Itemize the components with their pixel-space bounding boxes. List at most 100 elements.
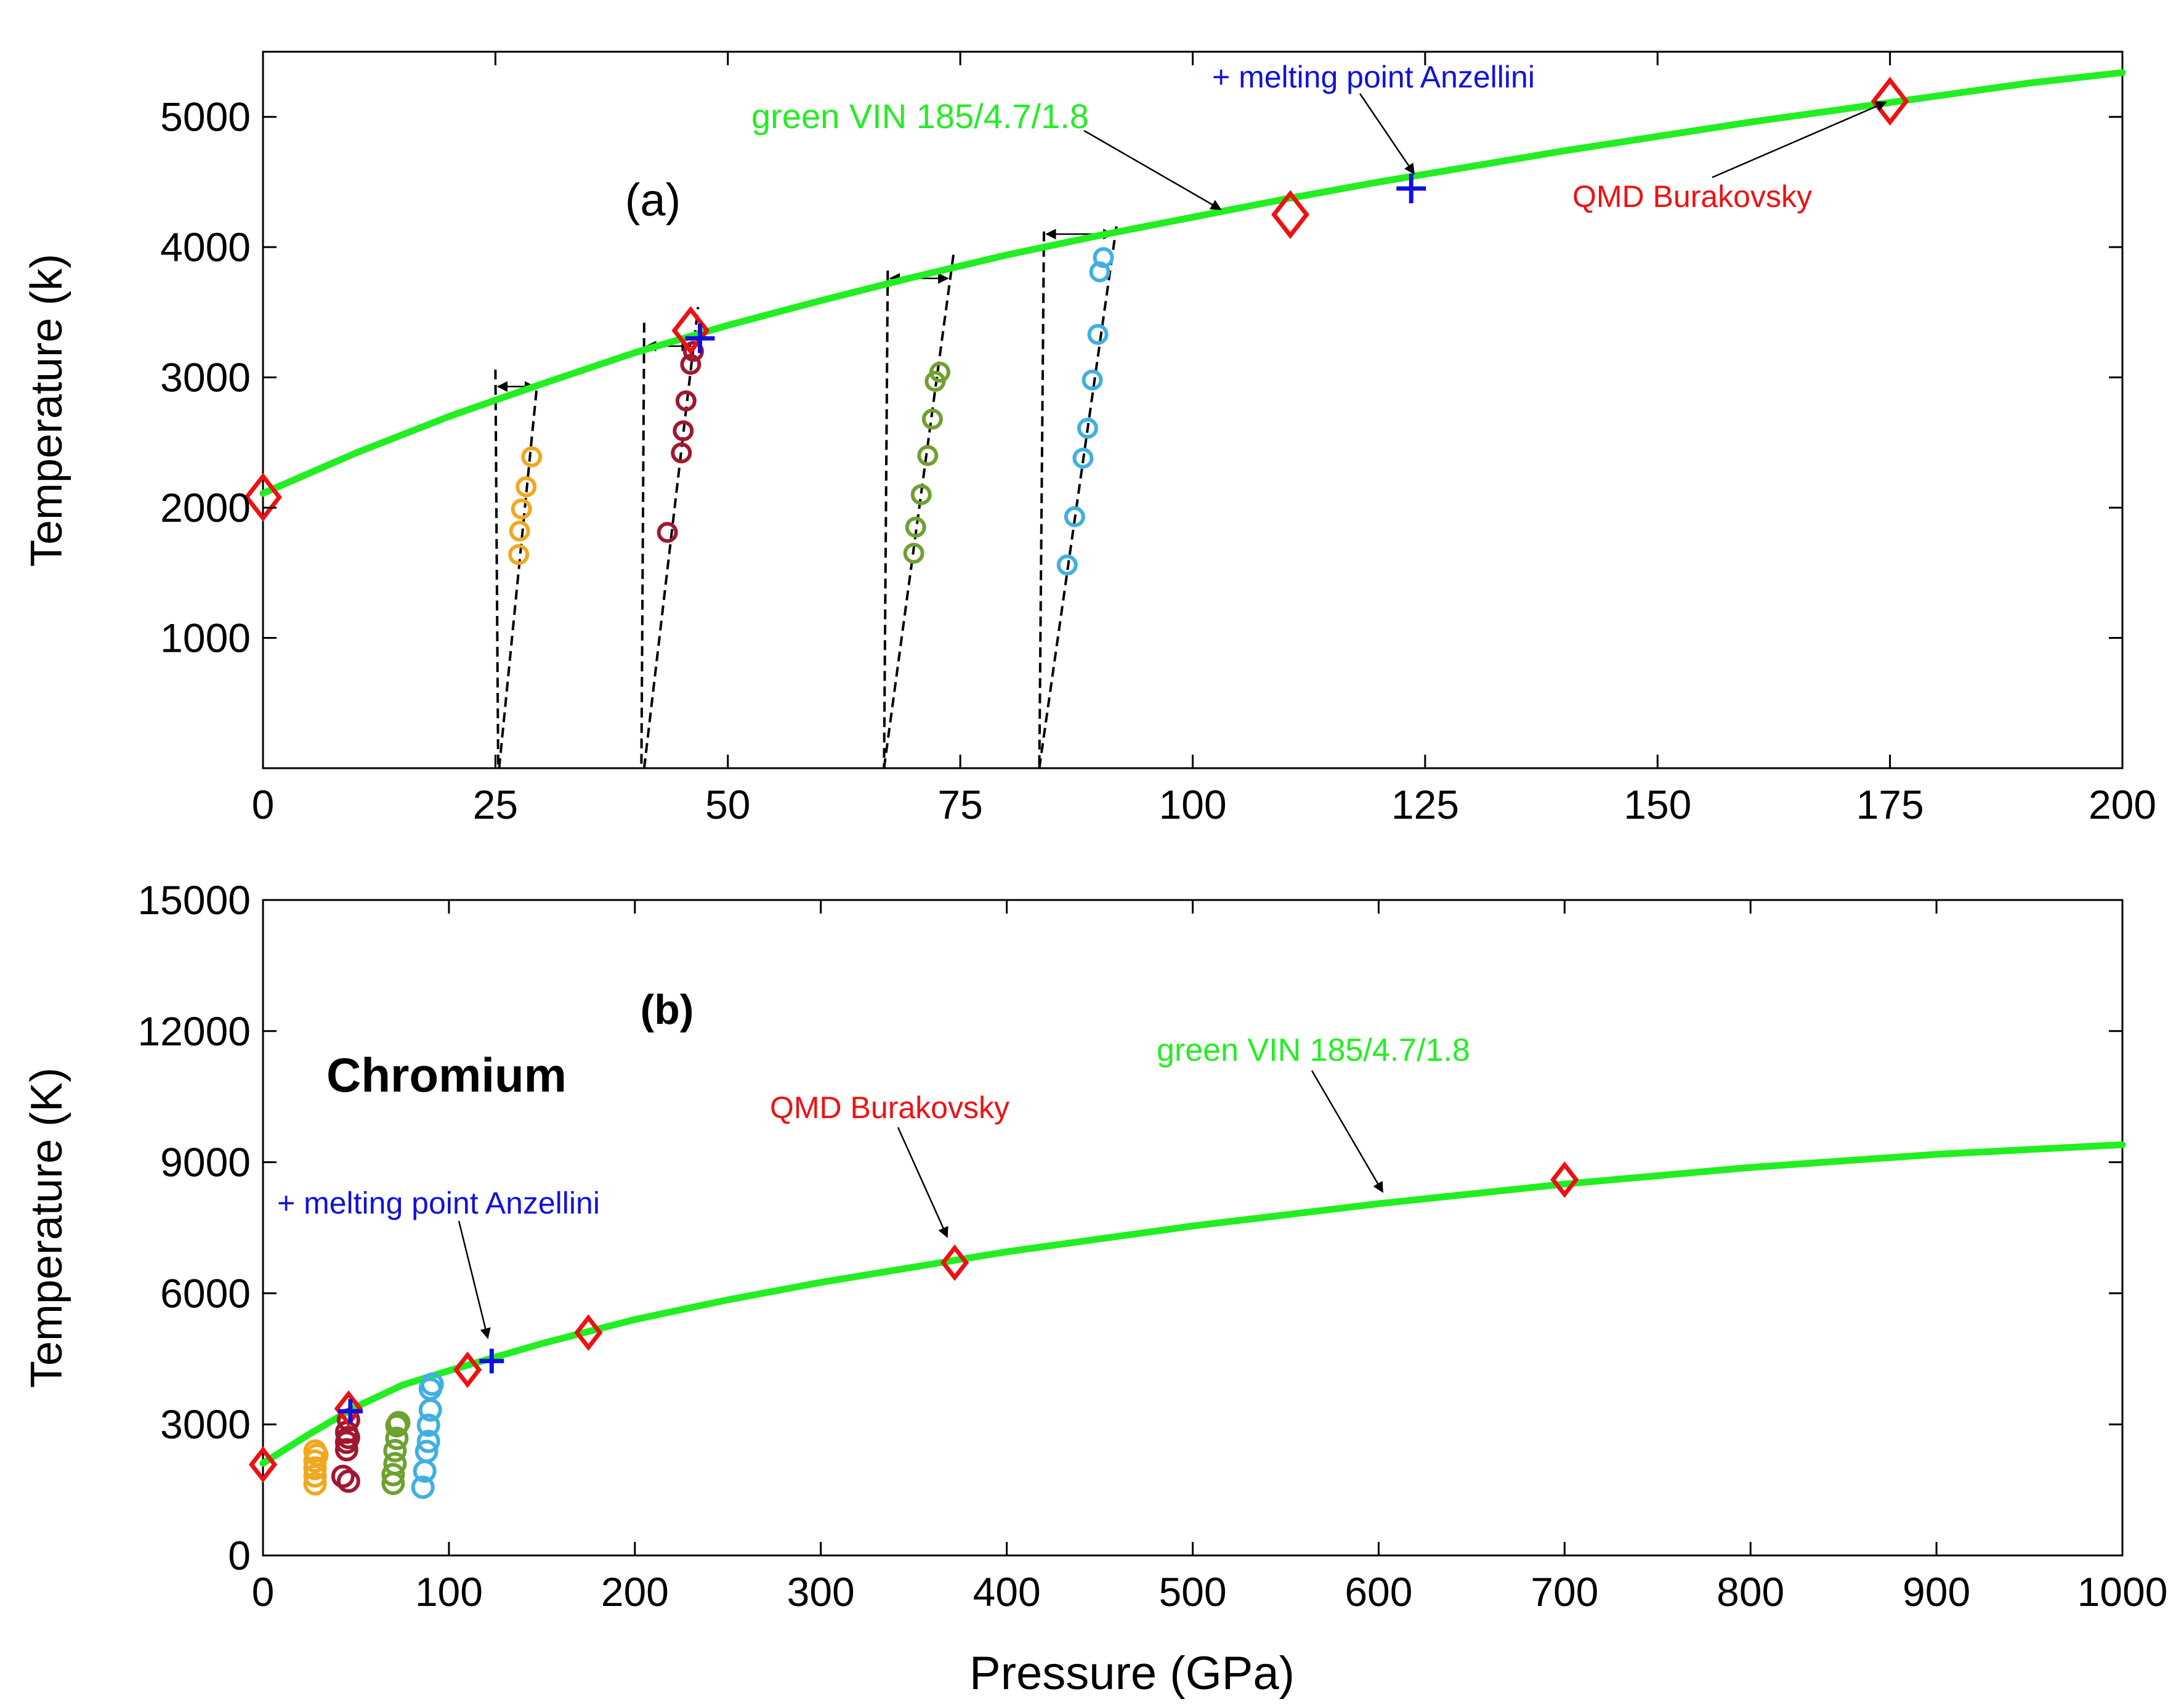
panel-a-series-3-point xyxy=(917,445,939,466)
panel-b-x-tick-label: 900 xyxy=(1903,1569,1970,1615)
panel-b-series-4-point xyxy=(411,1475,435,1499)
panel-b-y-ticks: 0 3000 6000 9000 12000 15000 xyxy=(137,877,2122,1578)
panel-b-y-tick-label: 6000 xyxy=(160,1270,251,1316)
panel-a-x-tick-label: 100 xyxy=(1159,782,1226,827)
panel-b-title: Chromium xyxy=(326,1048,567,1102)
panel-a-series-2-point xyxy=(657,522,678,543)
panel-b-qmd-diamond xyxy=(248,1446,278,1483)
panel-b-x-tick-label: 100 xyxy=(415,1569,483,1615)
panel-a-label: (a) xyxy=(625,174,681,225)
panel-b-x-axis-label: Pressure (GPa) xyxy=(969,1647,1295,1700)
panel-a-series-2-point xyxy=(671,442,692,464)
panel-b-series-2-point xyxy=(336,1425,360,1450)
panel-a-qmd-arrow xyxy=(1712,101,1887,179)
panel-b-anzellini-label: + melting point Anzellini xyxy=(277,1186,600,1220)
panel-b-x-tick-label: 200 xyxy=(601,1569,669,1615)
panel-a-series-4-point xyxy=(1056,554,1078,576)
panel-b-series-3-point xyxy=(383,1438,407,1462)
panel-a-series-4-point xyxy=(1093,247,1114,269)
panel-a-y-tick-label: 3000 xyxy=(160,355,251,400)
panel-b-x-tick-label: 1000 xyxy=(2077,1569,2168,1615)
panel-a-melt-curve-line xyxy=(259,69,2126,497)
panel-a-x-tick-label: 175 xyxy=(1856,782,1924,827)
panel-a-y-tick-label: 2000 xyxy=(160,485,251,530)
panel-a-series-4-point xyxy=(1087,323,1109,345)
panel-a-series-2-point xyxy=(675,390,697,412)
panel-a-series-4-point xyxy=(1072,447,1094,469)
panel-b-y-tick-label: 9000 xyxy=(160,1140,251,1185)
panel-a-series-3-point xyxy=(905,516,926,538)
panel-a-melt-curve-layer xyxy=(259,69,2126,497)
panel-a-x-tick-label: 50 xyxy=(705,782,750,827)
panel-b-x-tick-label: 400 xyxy=(973,1569,1041,1615)
panel-b-series-2-point xyxy=(334,1438,358,1462)
panel-b-series-3-point xyxy=(385,1426,409,1450)
panel-a-x-ticks: 0 25 50 75 100 125 150 175 200 xyxy=(252,52,2156,827)
panel-b-series-4-point xyxy=(415,1440,439,1464)
panel-a-series-4-point xyxy=(1077,418,1098,439)
panel-a-series-1-point xyxy=(511,498,532,520)
panel-b-qmd-diamond xyxy=(453,1351,482,1389)
panel-b-y-tick-label: 12000 xyxy=(137,1008,251,1054)
panel-b-x-tick-label: 600 xyxy=(1345,1569,1412,1615)
panel-a-series-1-point xyxy=(521,446,543,468)
panel-b-vin-label: green VIN 185/4.7/1.8 xyxy=(1157,1032,1470,1068)
panel-b-points-layer xyxy=(248,1161,1579,1499)
panel-a-guide-slanted-2 xyxy=(642,307,700,769)
panel-a-x-tick-label: 150 xyxy=(1624,782,1691,827)
panel-a-series-1-point xyxy=(508,544,530,566)
panel-b-qmd-diamond xyxy=(574,1314,603,1351)
panel-a-y-tick-label: 5000 xyxy=(160,94,251,140)
panel-b-qmd-label: QMD Burakovsky xyxy=(770,1090,1009,1125)
panel-a-series-1-point xyxy=(516,476,537,498)
panel-b-y-tick-label: 15000 xyxy=(137,877,251,923)
panel-a-series-3-point xyxy=(929,362,950,383)
panel-b-series-4-point xyxy=(416,1413,440,1437)
panel-a-qmd-diamond xyxy=(244,472,282,522)
panel-b-series-4-point xyxy=(420,1372,444,1396)
panel-a-x-tick-label: 25 xyxy=(473,782,518,827)
panel-a-series-3-point xyxy=(910,484,932,505)
panel-a-guide-vertical-4 xyxy=(1038,231,1045,769)
panel-a-guide-vertical-2 xyxy=(640,322,645,769)
panel-a-x-tick-label: 200 xyxy=(2089,782,2156,827)
panel-a-plot-frame xyxy=(262,51,2124,769)
panel-b-series-1-point xyxy=(303,1456,327,1480)
panel-a-guide-vertical-3 xyxy=(883,270,889,769)
panel-a-guide-lines xyxy=(494,226,1118,769)
panel-a-guide-vertical-1 xyxy=(494,369,499,769)
panel-b-series-4-point xyxy=(416,1429,440,1453)
panel-a: 0 25 50 75 100 125 150 175 200 1000 2000 3000 4000 5… xyxy=(22,51,2156,827)
panel-a-vin-label: green VIN 185/4.7/1.8 xyxy=(751,97,1089,136)
panel-b-x-tick-label: 800 xyxy=(1717,1569,1784,1615)
panel-b-x-tick-label: 0 xyxy=(252,1569,275,1615)
panel-a-guide-slanted-3 xyxy=(883,252,955,769)
panel-a-x-tick-label: 125 xyxy=(1391,782,1459,827)
panel-a-x-tick-label: 0 xyxy=(252,782,275,827)
panel-b-label: (b) xyxy=(641,986,694,1033)
panel-b-y-axis-label: Temperature (K) xyxy=(22,1068,71,1388)
panel-a-series-1-point xyxy=(509,521,530,542)
panel-b-series-2-point xyxy=(331,1464,355,1488)
panel-a-series-3-point xyxy=(903,543,924,564)
panel-a-anzellini-label: + melting point Anzellini xyxy=(1212,60,1535,94)
panel-a-y-tick-label: 4000 xyxy=(160,224,251,270)
panel-b-qmd-diamond xyxy=(1550,1161,1579,1198)
panel-b-y-tick-label: 0 xyxy=(228,1533,251,1578)
panel-a-series-4-point xyxy=(1064,506,1085,527)
panel-a-series-2-point xyxy=(673,420,694,442)
panel-b: 0 100 200 300 400 500 600 700 800 900 1000 0 3000 60… xyxy=(22,877,2167,1700)
panel-a-y-ticks: 1000 2000 3000 4000 5000 xyxy=(160,94,2122,661)
panel-b-series-1-point xyxy=(305,1443,329,1467)
panel-a-anzellini-arrow xyxy=(1359,93,1415,175)
panel-b-x-tick-label: 300 xyxy=(787,1569,855,1615)
panel-a-series-4-point xyxy=(1082,369,1103,391)
panel-b-series-3-point xyxy=(383,1452,407,1476)
panel-b-series-2-point xyxy=(336,1469,360,1493)
panel-b-x-tick-label: 500 xyxy=(1159,1569,1226,1615)
panel-a-qmd-label: QMD Burakovsky xyxy=(1572,179,1812,214)
panel-b-qmd-arrow xyxy=(897,1127,948,1238)
panel-a-y-tick-label: 1000 xyxy=(160,615,251,661)
panel-b-series-1-point xyxy=(303,1472,327,1496)
